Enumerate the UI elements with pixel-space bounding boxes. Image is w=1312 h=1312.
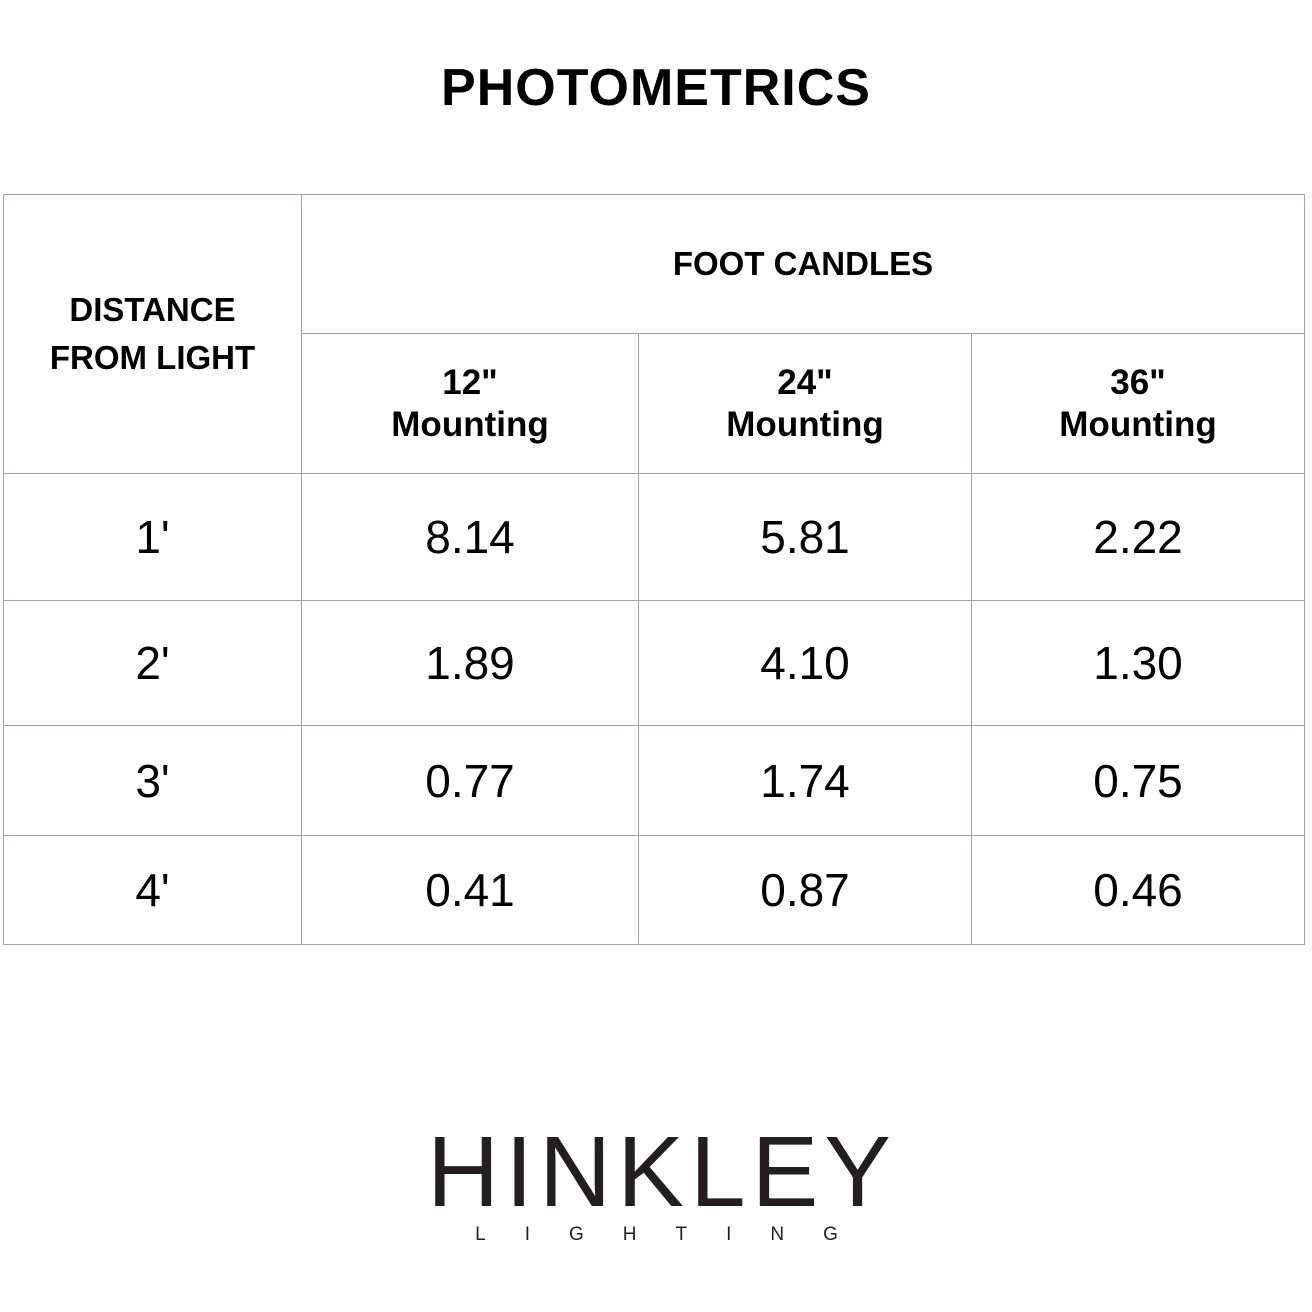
value-cell: 0.46 — [971, 835, 1305, 945]
logo-wordmark: HINKLEY — [427, 1116, 897, 1228]
distance-header-line-1: DISTANCE — [69, 291, 236, 328]
column-label: Mounting — [391, 404, 549, 444]
table-row: 3' 0.77 1.74 0.75 — [3, 725, 1305, 836]
value-cell: 1.74 — [638, 725, 972, 836]
distance-cell: 1' — [3, 473, 302, 601]
foot-candles-header: FOOT CANDLES — [301, 194, 1305, 334]
value-cell: 0.41 — [301, 835, 639, 945]
table-row: 1' 8.14 5.81 2.22 — [3, 473, 1305, 601]
column-header-12: 12" Mounting — [301, 333, 639, 474]
table-row: 2' 1.89 4.10 1.30 — [3, 600, 1305, 726]
hinkley-logo: HINKLEY LIGHTING — [0, 1122, 1312, 1246]
value-cell: 1.89 — [301, 600, 639, 726]
value-cell: 2.22 — [971, 473, 1305, 601]
column-size: 12" — [442, 362, 498, 402]
logo-subtitle: LIGHTING — [475, 1224, 877, 1245]
page-title: PHOTOMETRICS — [441, 59, 871, 117]
column-size: 36" — [1110, 362, 1166, 402]
value-cell: 1.30 — [971, 600, 1305, 726]
column-label: Mounting — [726, 404, 884, 444]
distance-header: DISTANCE FROM LIGHT — [3, 194, 302, 474]
value-cell: 0.87 — [638, 835, 972, 945]
column-header-24: 24" Mounting — [638, 333, 972, 474]
photometrics-table: DISTANCE FROM LIGHT FOOT CANDLES 12" Moun… — [3, 194, 1305, 945]
distance-cell: 4' — [3, 835, 302, 945]
distance-cell: 3' — [3, 725, 302, 836]
value-cell: 0.77 — [301, 725, 639, 836]
value-cell: 8.14 — [301, 473, 639, 601]
value-cell: 4.10 — [638, 600, 972, 726]
column-label: Mounting — [1059, 404, 1217, 444]
distance-header-line-2: FROM LIGHT — [49, 339, 256, 376]
column-header-36: 36" Mounting — [971, 333, 1305, 474]
table-row: 4' 0.41 0.87 0.46 — [3, 835, 1305, 945]
value-cell: 0.75 — [971, 725, 1305, 836]
column-size: 24" — [777, 362, 833, 402]
value-cell: 5.81 — [638, 473, 972, 601]
distance-cell: 2' — [3, 600, 302, 726]
